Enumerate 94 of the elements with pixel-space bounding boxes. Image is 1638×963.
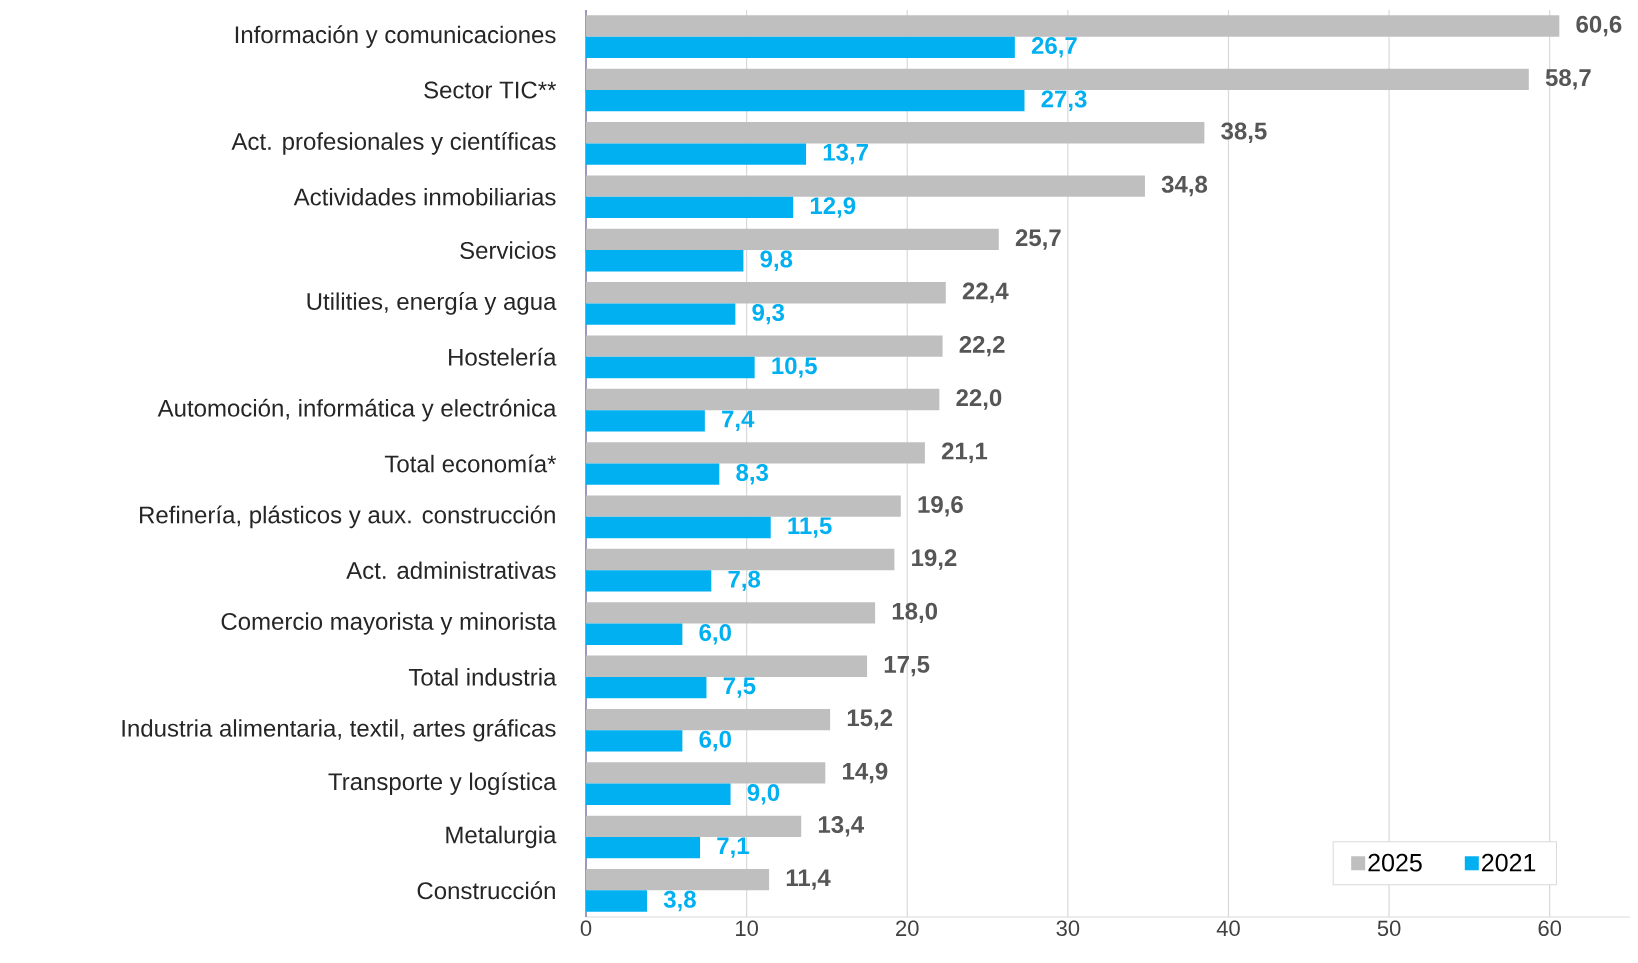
data-label: 12,9	[810, 197, 856, 218]
bar	[586, 676, 707, 699]
bar	[586, 463, 720, 485]
x-tick-label: 40	[1216, 920, 1240, 937]
bar	[586, 250, 744, 272]
bar	[586, 495, 901, 517]
data-label: 9,0	[747, 784, 780, 805]
data-label: 7,8	[728, 570, 761, 592]
data-label: 9,8	[760, 250, 793, 271]
bar	[586, 836, 701, 859]
y-tick-label: Act. profesionales y científicas	[231, 132, 556, 155]
y-tick-label: Servicios	[460, 241, 556, 259]
bar	[586, 335, 943, 357]
y-tick-label: Hostelería	[449, 347, 557, 366]
y-tick-label: Transporte y logística	[328, 772, 557, 795]
data-label: 25,7	[1015, 229, 1061, 250]
data-label: 13,4	[818, 816, 865, 837]
data-label: 21,1	[941, 442, 988, 464]
data-label: 38,5	[1221, 122, 1267, 143]
data-label: 14,9	[843, 762, 888, 784]
data-label: 6,0	[699, 730, 731, 752]
y-tick-label: Construcción	[417, 881, 555, 900]
y-tick-label: Total economía*	[384, 454, 557, 473]
x-tick-label: 0	[580, 920, 592, 937]
data-label: 26,7	[1031, 37, 1077, 58]
x-tick-label: 50	[1377, 920, 1401, 937]
y-tick-label: Metalurgia	[446, 825, 557, 849]
data-label: 19,6	[918, 495, 963, 517]
bar	[586, 175, 1145, 197]
y-tick-label: Actividades inmobiliarias	[293, 187, 556, 206]
data-label: 19,2	[912, 549, 957, 570]
x-tick-label: 30	[1056, 920, 1080, 937]
x-tick-label: 60	[1538, 920, 1562, 937]
x-tick-label: 10	[736, 920, 758, 937]
bar	[586, 143, 807, 165]
bar	[586, 196, 794, 219]
data-label: 15,2	[847, 709, 893, 730]
data-label: 11,4	[786, 869, 831, 890]
bar	[586, 442, 925, 464]
data-label: 9,3	[752, 303, 785, 325]
bar	[586, 783, 731, 805]
bar	[586, 410, 705, 432]
bar	[586, 15, 1560, 37]
bar	[586, 388, 940, 411]
data-label: 22,2	[959, 335, 1005, 357]
data-label: 7,4	[722, 410, 755, 431]
bar	[586, 548, 895, 571]
data-label: 58,7	[1545, 69, 1591, 90]
data-label: 8,3	[736, 463, 769, 485]
legend-label: 2021	[1482, 853, 1536, 872]
data-label: 60,6	[1576, 15, 1622, 37]
bar	[586, 815, 802, 837]
y-tick-label: Comercio mayorista y minorista	[221, 612, 557, 635]
data-label: 27,3	[1041, 90, 1087, 111]
bar	[586, 36, 1015, 59]
y-tick-label: Sector TIC**	[424, 81, 557, 99]
bar	[586, 655, 868, 677]
bar	[586, 570, 712, 592]
bar	[586, 356, 755, 379]
bar	[586, 516, 771, 539]
legend-label: 2025	[1368, 853, 1422, 872]
y-tick-label: Utilities, energía y agua	[307, 292, 557, 315]
y-tick-label: Industria alimentaria, textil, artes gráficas	[122, 718, 556, 742]
data-label: 10,5	[772, 357, 817, 378]
bar	[586, 890, 648, 912]
y-tick-label: Refinería, plásticos y aux. construcción	[140, 505, 555, 529]
bar	[586, 708, 831, 731]
bar	[586, 122, 1205, 144]
data-label: 22,0	[956, 389, 1002, 410]
y-tick-label: Automoción, informática y electrónica	[157, 398, 557, 422]
x-tick-label: 20	[896, 920, 919, 937]
bar	[586, 282, 946, 304]
data-label: 11,5	[788, 517, 832, 538]
bar	[586, 623, 683, 645]
data-label: 22,4	[962, 282, 1009, 304]
y-tick-label: Información y comunicaciones	[235, 25, 556, 49]
data-label: 13,7	[823, 143, 868, 165]
bar	[586, 730, 683, 752]
y-tick-label: Act. administrativas	[346, 561, 556, 580]
bar	[586, 90, 1025, 112]
bar	[586, 762, 826, 784]
bar	[586, 868, 770, 891]
bar	[586, 68, 1529, 91]
bar	[586, 228, 999, 251]
data-label: 3,8	[663, 890, 696, 912]
y-tick-label: Total industria	[408, 668, 557, 686]
data-label: 7,1	[717, 837, 749, 858]
bar	[586, 602, 876, 624]
data-label: 7,5	[723, 677, 756, 698]
data-label: 34,8	[1161, 175, 1208, 197]
bar	[586, 303, 736, 325]
data-label: 17,5	[884, 656, 930, 677]
data-label: 18,0	[892, 602, 938, 624]
data-label: 6,0	[699, 624, 731, 645]
